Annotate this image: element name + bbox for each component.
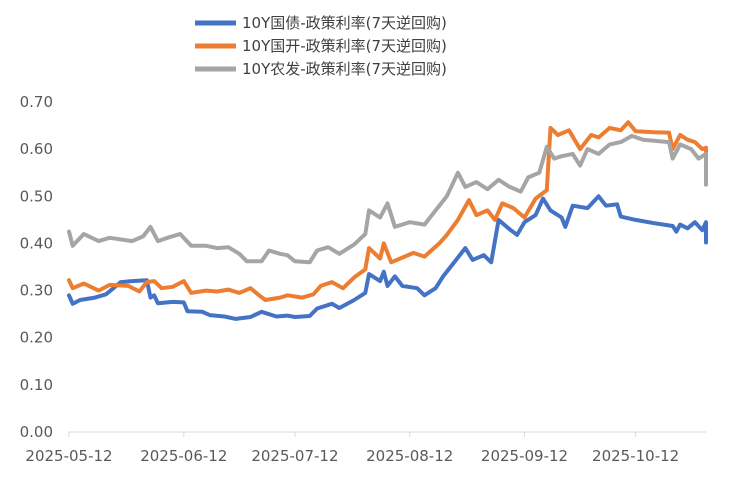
y-axis: 0.00 0.10 0.20 0.30 0.40 0.50 0.60 0.70 bbox=[20, 93, 53, 441]
x-tick-label: 2025-10-12 bbox=[592, 447, 679, 465]
legend-label-nongfa: 10Y农发-政策利率(7天逆回购) bbox=[242, 60, 447, 78]
series-line-nongfa bbox=[67, 133, 708, 265]
y-tick-label: 0.10 bbox=[20, 376, 53, 394]
y-tick-label: 0.60 bbox=[20, 140, 53, 158]
x-tick-label: 2025-06-12 bbox=[140, 447, 227, 465]
y-tick-label: 0.20 bbox=[20, 329, 53, 347]
x-tick-label: 2025-07-12 bbox=[251, 447, 338, 465]
legend: 10Y国债-政策利率(7天逆回购) 10Y国开-政策利率(7天逆回购) 10Y农… bbox=[195, 14, 447, 78]
series-line-guokai bbox=[67, 120, 708, 302]
legend-label-guozhai: 10Y国债-政策利率(7天逆回购) bbox=[242, 14, 447, 32]
y-tick-label: 0.70 bbox=[20, 93, 53, 111]
x-axis: 2025-05-12 2025-06-12 2025-07-12 2025-08-12… bbox=[25, 431, 706, 465]
series-layer bbox=[67, 120, 708, 321]
y-tick-label: 0.50 bbox=[20, 187, 53, 205]
y-tick-label: 0.00 bbox=[20, 423, 53, 441]
x-tick-label: 2025-09-12 bbox=[481, 447, 568, 465]
y-tick-label: 0.40 bbox=[20, 234, 53, 252]
x-tick-label: 2025-05-12 bbox=[25, 447, 112, 465]
series-line-guozhai bbox=[67, 194, 708, 321]
x-tick-label: 2025-08-12 bbox=[366, 447, 453, 465]
y-tick-label: 0.30 bbox=[20, 282, 53, 300]
legend-label-guokai: 10Y国开-政策利率(7天逆回购) bbox=[242, 37, 447, 55]
